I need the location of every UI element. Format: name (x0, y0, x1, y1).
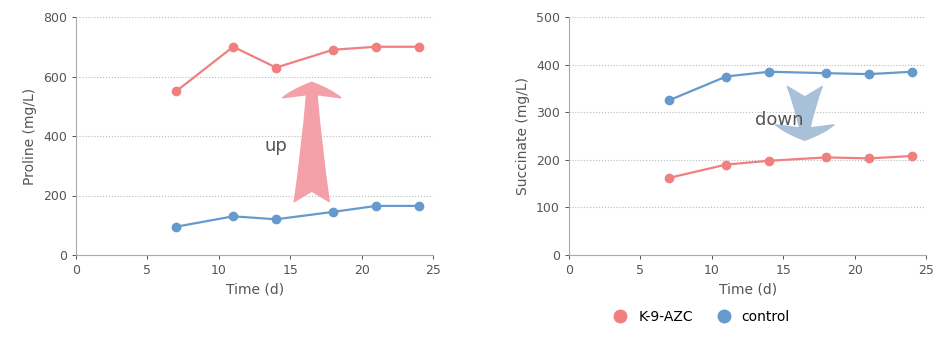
Text: down: down (754, 111, 804, 129)
Y-axis label: Succinate (mg/L): Succinate (mg/L) (517, 77, 530, 195)
X-axis label: Time (d): Time (d) (225, 283, 284, 296)
Y-axis label: Proline (mg/L): Proline (mg/L) (24, 87, 37, 185)
Text: up: up (265, 137, 288, 155)
Legend: K-9-AZC, control: K-9-AZC, control (601, 305, 795, 330)
X-axis label: Time (d): Time (d) (718, 283, 777, 296)
